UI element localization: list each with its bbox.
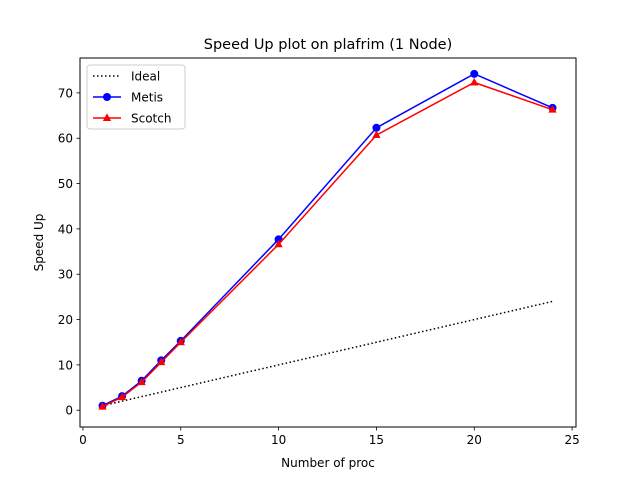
legend-entry-scotch: Scotch: [93, 112, 171, 126]
x-tick-label: 15: [369, 433, 384, 447]
plot-frame: [79, 57, 577, 428]
data-point-scotch: [176, 337, 185, 346]
y-tick-label: 40: [58, 222, 73, 236]
data-point-scotch: [157, 357, 166, 366]
data-point-metis: [470, 69, 479, 78]
series-line-ideal: [102, 300, 553, 407]
data-point-scotch: [548, 105, 557, 113]
legend-box: [86, 64, 186, 130]
y-tick-label: 30: [58, 268, 73, 282]
y-tick-label: 10: [58, 358, 73, 372]
data-point-scotch: [98, 402, 107, 410]
legend-label-ideal: Ideal: [131, 70, 160, 84]
data-point-scotch: [274, 239, 283, 248]
y-axis-label: Speed Up: [32, 214, 46, 272]
data-point-scotch: [137, 377, 146, 386]
x-tick-label: 5: [177, 433, 185, 447]
y-tick-label: 0: [65, 404, 73, 418]
x-tick-label: 20: [467, 433, 482, 447]
legend-entry-ideal: Ideal: [93, 70, 160, 84]
legend-entry-metis: Metis: [93, 91, 163, 105]
chart-title: Speed Up plot on plafrim (1 Node): [204, 37, 453, 53]
legend-label-metis: Metis: [131, 91, 163, 105]
y-tick-label: 70: [58, 86, 73, 100]
legend-label-scotch: Scotch: [131, 112, 171, 126]
legend: Ideal Metis Scotch: [86, 64, 186, 130]
y-tick-label: 60: [58, 132, 73, 146]
data-point-scotch: [372, 130, 381, 139]
data-point-scotch: [117, 392, 127, 401]
y-tick-label: 20: [58, 313, 73, 327]
x-axis-label: Number of proc: [281, 456, 375, 470]
series-ideal: [102, 300, 553, 407]
axis-ticks: 0 5 10 15 20 25 0 10 20 30 40 50 60 70: [58, 86, 580, 447]
x-tick-label: 0: [79, 433, 87, 447]
x-tick-label: 10: [271, 433, 286, 447]
legend-marker-scotch: [102, 113, 112, 121]
y-tick-label: 50: [58, 177, 73, 191]
x-tick-label: 25: [564, 433, 579, 447]
data-point-scotch: [470, 77, 479, 86]
data-point-metis: [372, 123, 381, 132]
legend-marker-metis: [103, 93, 111, 101]
series-layer: [98, 69, 557, 410]
series-scotch: [98, 77, 557, 410]
